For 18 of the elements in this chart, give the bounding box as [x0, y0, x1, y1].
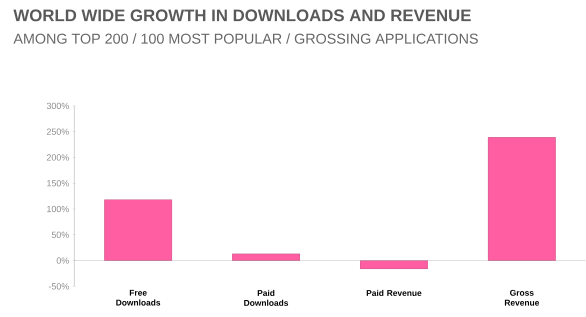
y-tick-label: 250%: [46, 128, 69, 135]
y-tick-label: 0%: [56, 257, 69, 264]
chart-title: WORLD WIDE GROWTH IN DOWNLOADS AND REVENUE: [13, 9, 471, 22]
y-tick-label: 150%: [47, 180, 69, 186]
x-tick-label: Paid Downloads: [244, 290, 288, 306]
bar: [232, 254, 300, 261]
bar: [360, 260, 428, 269]
x-tick-label: Paid Revenue: [366, 290, 422, 296]
y-tick-label: 200%: [46, 154, 69, 160]
y-tick-label: 300%: [46, 102, 69, 109]
chart-subtitle: AMONG TOP 200 / 100 MOST POPULAR / GROSSING APPLICATIONS: [13, 33, 478, 44]
y-tick-label: -50%: [48, 283, 69, 290]
bar: [104, 199, 172, 261]
y-tick-label: 50%: [52, 231, 69, 238]
x-tick-label: Free Downloads: [116, 290, 160, 306]
bar: [488, 137, 556, 261]
y-tick-label: 100%: [47, 206, 69, 212]
x-tick-label: Gross Revenue: [504, 290, 540, 306]
